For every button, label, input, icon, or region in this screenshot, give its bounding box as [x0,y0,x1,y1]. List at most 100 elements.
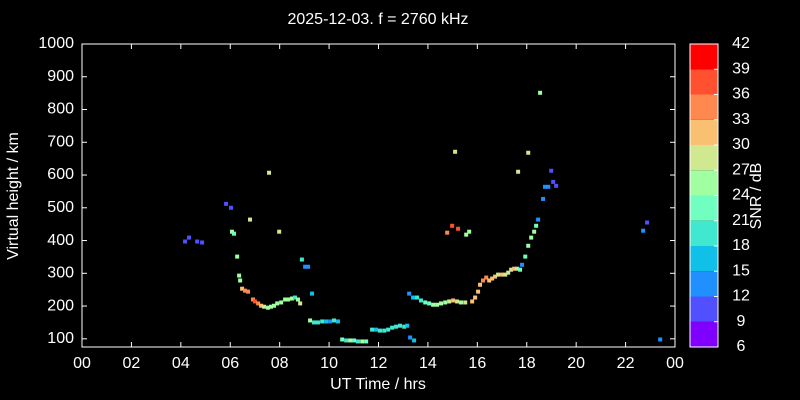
y-tick-label: 400 [47,232,74,249]
data-point [370,327,375,332]
y-tick-label: 700 [47,133,74,150]
data-point [402,324,407,329]
colorbar-tick-label: 15 [732,262,750,279]
data-point [231,231,236,236]
data-point [487,278,492,283]
data-point [240,286,245,291]
y-tick-label: 200 [47,297,74,314]
colorbar-tick-label: 21 [732,212,750,229]
data-point [195,239,200,244]
colorbar-tick-label: 36 [732,86,750,103]
x-tick-label: 04 [172,355,190,372]
data-point [658,337,663,342]
data-point [262,304,267,309]
data-point [443,300,448,305]
data-point [360,339,365,344]
colorbar-swatch [690,271,718,297]
data-point [493,274,498,279]
colorbar-swatch [690,246,718,272]
data-point [248,217,253,222]
data-point [645,220,650,225]
data-point [411,295,416,300]
colorbar-swatch [690,170,718,196]
data-point [397,323,402,328]
data-point [238,278,243,283]
colorbar-swatch [690,195,718,221]
data-point [315,320,320,325]
data-point [450,223,455,228]
colorbar-swatch [690,145,718,171]
data-point [377,328,382,333]
data-point [298,301,303,306]
colorbar-tick-label: 42 [732,35,750,52]
data-point [439,301,444,306]
data-point [320,319,325,324]
data-point [456,226,461,231]
data-point [520,262,525,267]
data-point [463,300,468,305]
data-point [523,254,528,259]
data-point [538,90,543,95]
y-tick-label: 800 [47,101,74,118]
data-point [228,205,233,210]
data-point [283,297,288,302]
data-point [348,338,353,343]
colorbar-label: SNR / dB [748,163,765,230]
data-point [476,289,481,294]
x-tick-label: 22 [617,355,635,372]
colorbar-tick-label: 12 [732,288,750,305]
colorbar-tick-label: 6 [737,338,746,355]
data-point [412,338,417,343]
data-point [295,297,300,302]
data-point [427,301,432,306]
data-point [467,229,472,234]
data-point [554,183,559,188]
data-point [423,300,428,305]
data-point [546,184,551,189]
data-point [534,223,539,228]
data-point [355,339,360,344]
data-point [374,327,379,332]
data-point [269,304,274,309]
y-tick-label: 1000 [38,35,74,52]
data-point [451,298,456,303]
x-tick-label: 08 [271,355,289,372]
data-point [324,319,329,324]
colorbar-tick-label: 27 [732,161,750,178]
data-point [484,275,489,280]
data-point [470,299,475,304]
data-point [407,291,412,296]
data-point [256,301,261,306]
y-tick-label: 500 [47,199,74,216]
data-point [299,257,304,262]
data-point [290,296,295,301]
data-point [447,299,452,304]
data-point [408,335,413,340]
data-point [394,324,399,329]
data-point [364,339,369,344]
colorbar-swatch [690,94,718,120]
data-point [509,267,514,272]
data-point [512,266,517,271]
y-axis-label: Virtual height / km [5,132,22,260]
data-point [481,278,486,283]
data-point [415,295,420,300]
data-point [310,291,315,296]
data-point [490,276,495,281]
data-point [235,254,240,259]
data-point [445,230,450,235]
data-point [541,196,546,201]
data-point [246,289,251,294]
data-point [473,295,478,300]
data-point [303,264,308,269]
data-point [200,240,205,245]
data-point [526,150,531,155]
x-axis-label: UT Time / hrs [330,376,426,393]
data-point [503,272,508,277]
data-point [459,300,464,305]
colorbar-tick-label: 39 [732,60,750,77]
data-point [543,184,548,189]
data-point [279,300,284,305]
